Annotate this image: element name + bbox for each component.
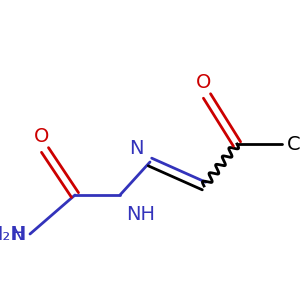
Text: O: O bbox=[196, 73, 212, 92]
Text: H₂N: H₂N bbox=[0, 224, 26, 244]
Text: CH: CH bbox=[286, 134, 300, 154]
Text: H: H bbox=[11, 224, 26, 244]
Text: NH: NH bbox=[126, 206, 155, 224]
Text: O: O bbox=[34, 127, 50, 146]
Text: N: N bbox=[130, 139, 144, 158]
